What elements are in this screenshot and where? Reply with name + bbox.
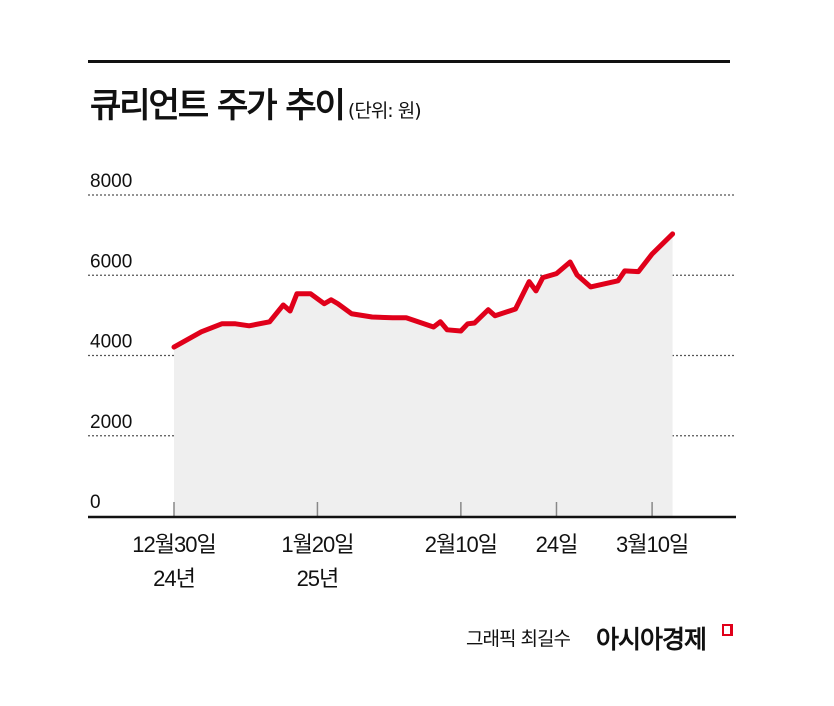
x-tick-label: 12월30일: [132, 532, 215, 557]
price-line: [171, 231, 676, 350]
x-tick-year-label: 25년: [297, 566, 339, 591]
y-tick-label: 2000: [90, 412, 132, 433]
x-tick-label: 24일: [536, 532, 578, 557]
y-tick-label: 8000: [90, 171, 132, 192]
price-area: [174, 233, 673, 516]
logo-mark-icon: [722, 624, 733, 636]
unit-label: (단위: 원): [347, 100, 422, 122]
x-tick-label: 2월10일: [425, 532, 497, 557]
publisher-logo: 아시아경제: [596, 625, 707, 654]
graphic-credit: 그래픽 최길수: [466, 628, 571, 650]
x-tick-label: 3월10일: [616, 532, 688, 557]
x-tick-label: 1월20일: [281, 532, 353, 557]
y-tick-label: 0: [90, 492, 101, 513]
x-tick-year-label: 24년: [153, 566, 195, 591]
title-text: 큐리언트 주가 추이: [90, 86, 346, 126]
y-tick-label: 6000: [90, 251, 132, 272]
y-tick-label: 4000: [90, 332, 132, 353]
top-rule: [88, 60, 730, 63]
chart-title: 큐리언트 주가 추이 (단위: 원): [90, 78, 422, 127]
